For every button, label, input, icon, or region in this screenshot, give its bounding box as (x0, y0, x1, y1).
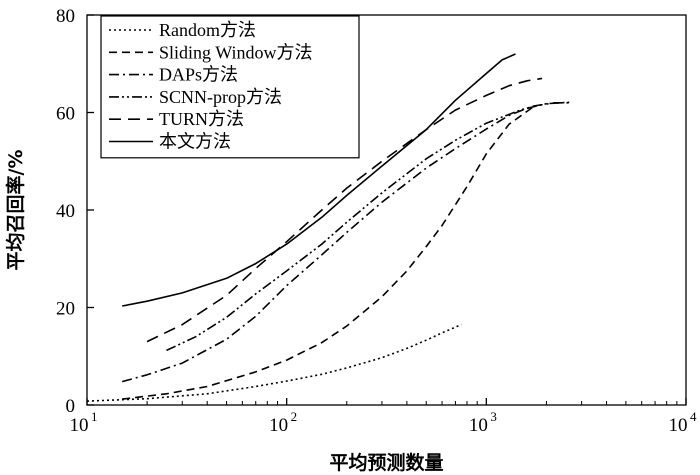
legend-label: DAPs方法 (159, 65, 238, 85)
x-tick-exponent: 2 (291, 409, 298, 424)
legend-label: TURN方法 (159, 109, 244, 129)
x-tick-label: 10 (269, 415, 288, 436)
x-tick-exponent: 1 (91, 409, 98, 424)
series-line (146, 77, 543, 343)
series-line (86, 323, 462, 402)
x-axis-title: 平均预测数量 (329, 451, 443, 474)
legend-box (100, 15, 360, 159)
series-layer (86, 53, 573, 402)
y-tick-label: 20 (56, 299, 75, 320)
legend-label: 本文方法 (159, 132, 231, 152)
y-axis-title: 平均召回率/% (4, 150, 27, 271)
x-tick-exponent: 4 (690, 409, 697, 424)
y-tick-label: 60 (56, 104, 75, 125)
legend-label: Random方法 (159, 20, 256, 40)
x-tick-label: 10 (469, 415, 488, 436)
series-line (122, 106, 533, 400)
x-tick-label: 10 (70, 415, 89, 436)
series-line (121, 102, 573, 383)
y-tick-label: 40 (56, 201, 75, 222)
x-tick-exponent: 3 (490, 409, 497, 424)
legend-label: Sliding Window方法 (159, 42, 312, 62)
x-tick-label: 10 (669, 415, 688, 436)
series-line (122, 53, 516, 307)
y-tick-label: 80 (56, 6, 75, 27)
legend-label: SCNN-prop方法 (159, 87, 282, 107)
series-line (166, 101, 570, 352)
y-tick-label: 0 (66, 396, 76, 417)
